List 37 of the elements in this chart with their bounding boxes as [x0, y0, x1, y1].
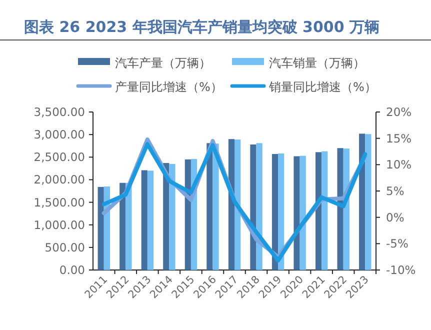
- y2-tick-label: 0%: [386, 210, 404, 224]
- y2-tick-label: -5%: [386, 236, 408, 251]
- bar: [278, 154, 284, 270]
- y-tick-label: 3,000.00: [34, 128, 85, 142]
- legend-label: 汽车销量（万辆）: [269, 56, 365, 70]
- bar: [234, 140, 241, 270]
- y2-tick-label: -10%: [386, 263, 416, 277]
- y2-tick-label: 10%: [386, 158, 412, 172]
- bar: [315, 152, 322, 270]
- y2-tick-label: 15%: [386, 131, 412, 146]
- y-tick-label: 1,500.00: [34, 195, 85, 210]
- bar: [141, 170, 148, 270]
- y-tick-label: 2,000.00: [34, 172, 85, 187]
- bar: [98, 186, 104, 270]
- bar: [169, 164, 176, 270]
- legend-label: 销量同比增速（%）: [268, 80, 376, 94]
- y2-tick-label: 5%: [386, 184, 404, 198]
- bar: [147, 170, 154, 270]
- bar: [365, 134, 372, 270]
- bar: [300, 156, 306, 270]
- bar: [120, 182, 126, 270]
- bar: [359, 134, 366, 270]
- bar: [206, 143, 213, 270]
- y2-tick-label: 20%: [386, 105, 412, 119]
- bar: [337, 148, 344, 270]
- y-tick-label: 1,000.00: [34, 218, 85, 232]
- bar: [256, 143, 262, 270]
- bar: [272, 154, 278, 270]
- legend-label: 汽车产量（万辆）: [115, 56, 211, 70]
- y-tick-label: 3,500.00: [34, 105, 85, 119]
- y-tick-label: 2,500.00: [34, 150, 85, 164]
- chart-title: 图表 26 2023 年我国汽车产销量均突破 3000 万辆: [24, 18, 380, 36]
- y-tick-label: 0.00: [59, 263, 85, 277]
- y-tick-label: 500.00: [44, 240, 85, 254]
- bar: [322, 151, 328, 270]
- legend-label: 产量同比增速（%）: [115, 80, 222, 94]
- bar: [294, 156, 300, 270]
